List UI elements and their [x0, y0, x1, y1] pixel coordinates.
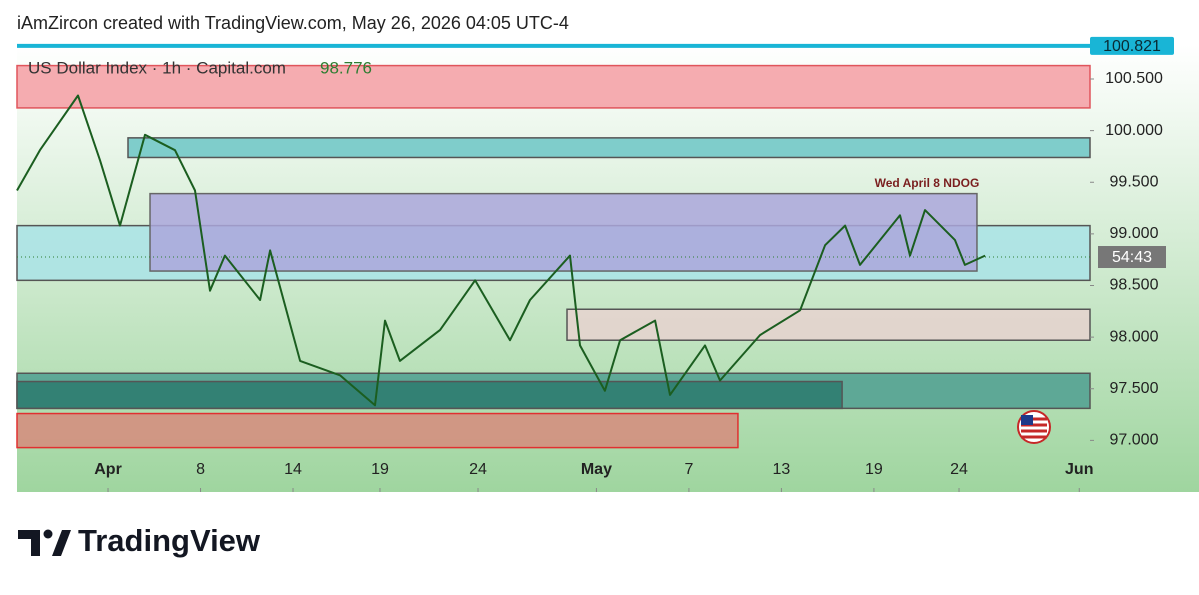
y-tick-label: 99.000: [1110, 225, 1159, 242]
y-tick-label: 97.500: [1110, 380, 1159, 397]
y-tick-label: 99.500: [1110, 173, 1159, 190]
y-tick-label: 100.000: [1105, 122, 1163, 139]
x-tick-label: 19: [865, 461, 883, 478]
chart-title: US Dollar Index · 1h · Capital.com: [28, 58, 286, 77]
brand-logo: [18, 529, 71, 556]
last-value: 98.776: [320, 58, 372, 77]
zone: [127, 137, 1091, 159]
zone: [149, 192, 978, 272]
y-tick-label: 98.500: [1110, 277, 1159, 294]
plot: Wed April 8 NDOG 97.000 97.500 98.000 98.500…: [16, 64, 1163, 492]
x-tick-label: 19: [371, 461, 389, 478]
brand: TradingView: [78, 523, 261, 558]
x-tick-label: Jun: [1065, 461, 1093, 478]
x-tick-label: Apr: [94, 461, 122, 478]
countdown-bg: [1098, 246, 1166, 269]
y-tick-label: 100.500: [1105, 70, 1163, 87]
x-tick-label: 14: [284, 461, 302, 478]
high-label: 100.821: [1103, 38, 1161, 55]
zone: [16, 64, 1091, 109]
high-label-bg: [1090, 36, 1174, 55]
y-tick-label: 98.000: [1110, 328, 1159, 345]
zone-label: Wed April 8 NDOG: [875, 176, 980, 190]
flag-icon: [1017, 410, 1051, 444]
flag-canton: [1021, 415, 1033, 425]
x-tick-label: 13: [773, 461, 791, 478]
countdown: 54:43: [1112, 249, 1152, 266]
zone: [16, 412, 739, 449]
x-tick-label: 24: [469, 461, 487, 478]
zone: [16, 380, 843, 410]
x-tick-label: 7: [684, 461, 693, 478]
y-tick-label: 97.000: [1110, 432, 1159, 449]
x-tick-label: 8: [196, 461, 205, 478]
price-line: [16, 94, 986, 407]
x-tick-label: May: [581, 461, 612, 478]
attribution: iAmZircon created with TradingView.com, …: [17, 13, 569, 33]
zone: [566, 308, 1091, 341]
x-tick-label: 24: [950, 461, 968, 478]
